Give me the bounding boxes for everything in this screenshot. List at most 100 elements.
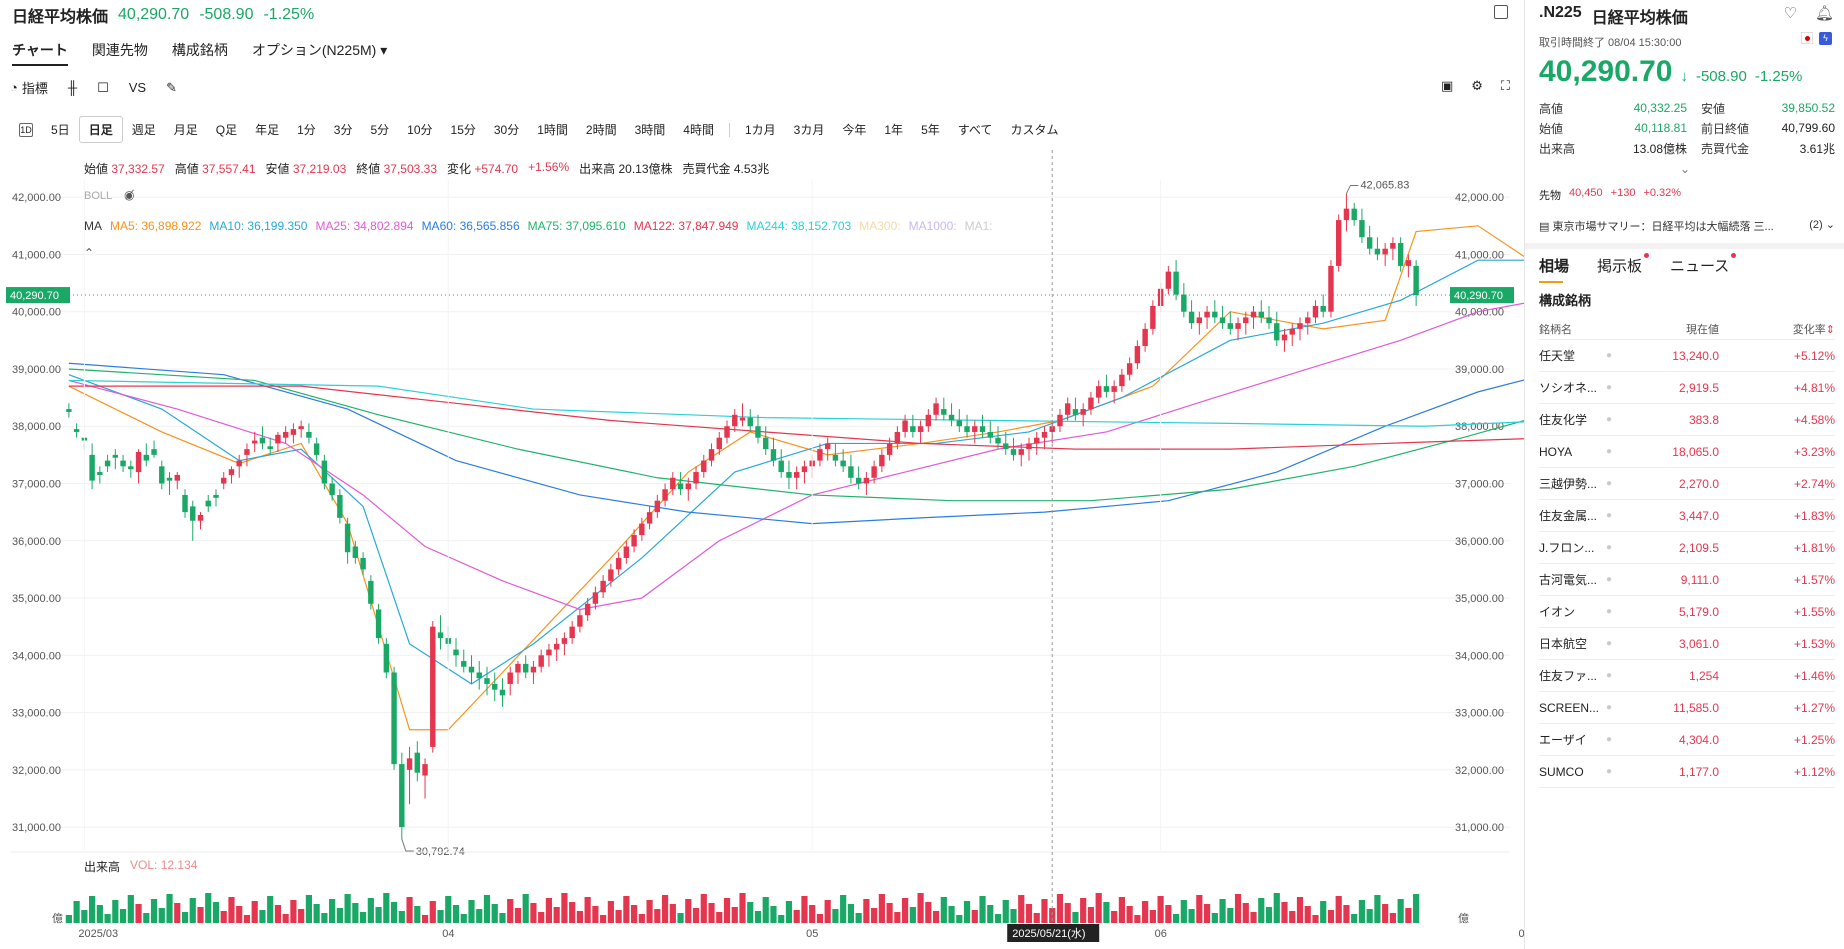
main-tabs: チャート 関連先物 構成銘柄 オプション(N225M) ▾ [12, 40, 387, 66]
dot-icon: ● [1605, 446, 1613, 457]
volume-bar [1080, 898, 1087, 923]
period-daily[interactable]: 日足 [78, 116, 123, 143]
period-1h[interactable]: 1時間 [537, 123, 568, 137]
period-4h[interactable]: 4時間 [683, 123, 714, 137]
volume-bar [181, 912, 189, 923]
table-row[interactable]: エーザイ ● 4,304.0 +1.25% [1539, 724, 1835, 756]
candle-body [778, 460, 784, 473]
range-custom[interactable]: カスタム [1010, 123, 1059, 137]
calendar-icon[interactable]: 1D [19, 123, 33, 137]
candle-body [197, 515, 204, 521]
range-3month[interactable]: 3カ月 [793, 123, 825, 137]
candle-body [1204, 311, 1210, 318]
tab-futures[interactable]: 関連先物 [91, 42, 148, 58]
table-row[interactable]: イオン ● 5,179.0 +1.55% [1539, 596, 1835, 628]
candle-body [1095, 386, 1102, 398]
chevron-up-icon[interactable]: ⌃ [84, 246, 95, 260]
period-quarterly[interactable]: Q足 [215, 123, 238, 137]
range-1y[interactable]: 1年 [884, 123, 904, 137]
volume-bar [1142, 901, 1149, 923]
volume-bar [390, 902, 398, 923]
table-row[interactable]: SUMCO ● 1,177.0 +1.12% [1539, 756, 1835, 788]
range-all[interactable]: すべて [957, 123, 993, 137]
period-3m[interactable]: 3分 [333, 123, 353, 137]
period-3h[interactable]: 3時間 [634, 123, 666, 137]
candle-body [786, 472, 792, 478]
tab-chart[interactable]: チャート [12, 40, 68, 66]
tab-options[interactable]: オプション(N225M) ▾ [252, 40, 387, 66]
volume-bar [251, 901, 258, 923]
y-tick-label: 34,000.00 [12, 650, 61, 662]
y-tick-label-right: 39,000.00 [1455, 364, 1504, 376]
candle-body [1080, 409, 1086, 415]
volume-bar [1327, 910, 1335, 923]
chevron-down-icon[interactable]: ⌄ [1680, 162, 1691, 176]
period-10m[interactable]: 10分 [407, 123, 433, 137]
period-2h[interactable]: 2時間 [585, 123, 617, 137]
collapse-panel-icon[interactable] [1494, 5, 1508, 19]
candle-body [128, 466, 134, 470]
volume-bar [561, 893, 568, 923]
candlestick-chart[interactable]: 42,000.00 42,000.00 41,000.00 41,000.00 40,0… [0, 150, 1524, 949]
tab-components[interactable]: 構成銘柄 [171, 42, 228, 58]
range-5y[interactable]: 5年 [921, 123, 940, 137]
volume-bar [429, 901, 436, 923]
period-30m[interactable]: 30分 [493, 123, 520, 137]
candle-body [987, 431, 993, 438]
heart-icon[interactable]: ♡ [1783, 5, 1797, 22]
news-summary[interactable]: ▤ 東京市場サマリー：日経平均は大幅続落 三... (2) ⌄ [1539, 218, 1835, 234]
tab-news[interactable]: ニュース [1670, 253, 1737, 283]
period-1m[interactable]: 1分 [297, 123, 316, 137]
gear-icon[interactable]: ⚙ [1471, 78, 1483, 93]
period-5m[interactable]: 5分 [370, 123, 390, 137]
volume-bar [762, 897, 769, 923]
table-row[interactable]: 三越伊勢... ● 2,270.0 +2.74% [1539, 468, 1835, 500]
col-change[interactable]: 変化率⇕ [1719, 321, 1835, 337]
volume-unit: 億 [52, 912, 63, 925]
eye-slash-icon[interactable]: ◉̸ [124, 188, 135, 202]
indicators-button[interactable]: ◔ 指標 [10, 78, 48, 97]
period-15m[interactable]: 15分 [450, 123, 476, 137]
range-1month[interactable]: 1カ月 [744, 123, 776, 137]
volume-bar [483, 895, 491, 923]
table-row[interactable]: SCREEN... ● 11,585.0 +1.27% [1539, 692, 1835, 724]
tab-market[interactable]: 相場 [1539, 255, 1569, 283]
table-row[interactable]: 日本航空 ● 3,061.0 +1.53% [1539, 628, 1835, 660]
table-row[interactable]: J.フロン... ● 2,109.5 +1.81% [1539, 532, 1835, 564]
crosshair-tag [1007, 924, 1100, 942]
period-weekly[interactable]: 週足 [131, 123, 156, 137]
table-row[interactable]: HOYA ● 18,065.0 +3.23% [1539, 436, 1835, 468]
candle-body [135, 452, 142, 473]
close-label: 終値 [356, 162, 381, 176]
volume-bar [491, 904, 498, 923]
table-row[interactable]: 古河電気... ● 9,111.0 +1.57% [1539, 564, 1835, 596]
candle-type-button[interactable]: ╫ [68, 80, 77, 95]
table-row[interactable]: 任天堂 ● 13,240.0 +5.12% [1539, 340, 1835, 372]
period-monthly[interactable]: 月足 [173, 123, 198, 137]
period-5d[interactable]: 5日 [51, 123, 70, 137]
camera-icon[interactable]: ▣ [1440, 78, 1454, 93]
volume-bar [1126, 906, 1133, 923]
period-selector: 1D 5日 日足 週足 月足 Q足 年足 1分 3分 5分 10分 15分 30… [10, 116, 1067, 143]
candle-body [1297, 323, 1303, 329]
table-row[interactable]: 住友金属... ● 3,447.0 +1.83% [1539, 500, 1835, 532]
table-row[interactable]: 住友化学 ● 383.8 +4.58% [1539, 404, 1835, 436]
range-ytd[interactable]: 今年 [842, 123, 867, 137]
candle-body [1281, 334, 1288, 341]
table-row[interactable]: ソシオネ... ● 2,919.5 +4.81% [1539, 372, 1835, 404]
volume-bar [135, 904, 142, 923]
shape-button[interactable]: ☐ [97, 80, 109, 96]
tab-board[interactable]: 掲示板 [1597, 253, 1650, 283]
fullscreen-icon[interactable]: ⛶ [1500, 78, 1510, 93]
stat-label: 出来高 [1539, 141, 1576, 156]
ma-title: MA [84, 219, 102, 233]
y-tick-label-right: 36,000.00 [1455, 536, 1504, 548]
period-yearly[interactable]: 年足 [255, 123, 280, 137]
table-row[interactable]: 住友ファ... ● 1,254 +1.46% [1539, 660, 1835, 692]
volume-bar [1173, 914, 1180, 923]
stock-name: エーザイ [1539, 733, 1587, 747]
volume-bar [661, 895, 669, 923]
draw-button[interactable]: ✎ [166, 80, 177, 96]
compare-button[interactable]: VS [129, 80, 146, 95]
bell-icon[interactable]: 🔔︎ [1814, 5, 1834, 22]
